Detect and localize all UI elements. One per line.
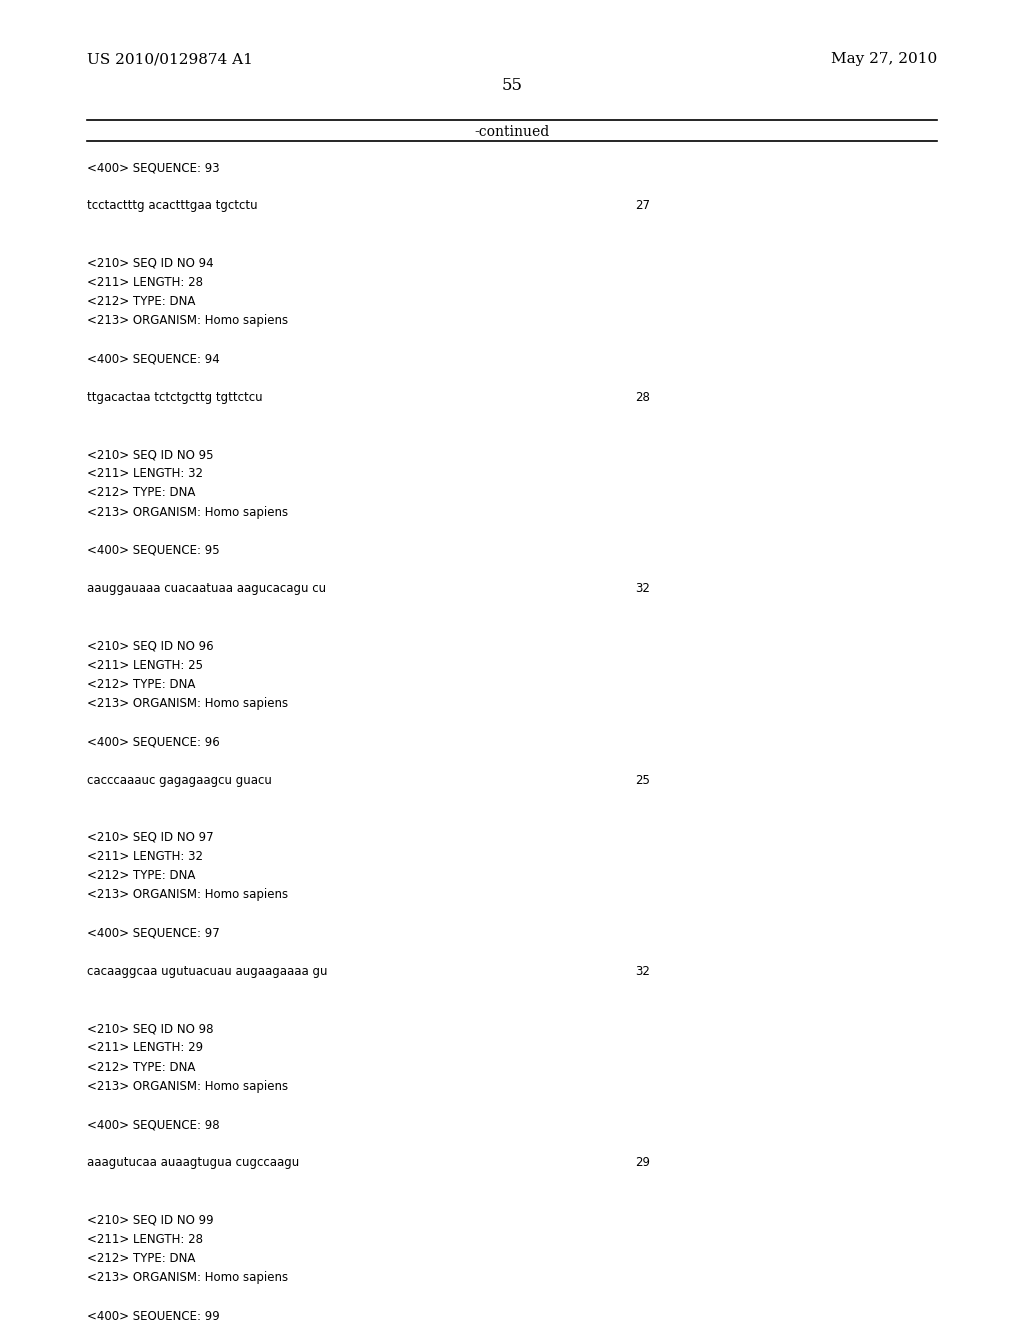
- Text: 27: 27: [635, 199, 650, 213]
- Text: aaagutucaa auaagtugua cugccaagu: aaagutucaa auaagtugua cugccaagu: [87, 1156, 299, 1170]
- Text: <212> TYPE: DNA: <212> TYPE: DNA: [87, 486, 196, 499]
- Text: <400> SEQUENCE: 94: <400> SEQUENCE: 94: [87, 352, 220, 366]
- Text: <210> SEQ ID NO 94: <210> SEQ ID NO 94: [87, 256, 214, 269]
- Text: <212> TYPE: DNA: <212> TYPE: DNA: [87, 869, 196, 882]
- Text: <212> TYPE: DNA: <212> TYPE: DNA: [87, 1060, 196, 1073]
- Text: <400> SEQUENCE: 99: <400> SEQUENCE: 99: [87, 1309, 220, 1320]
- Text: <213> ORGANISM: Homo sapiens: <213> ORGANISM: Homo sapiens: [87, 888, 288, 902]
- Text: cacaaggcaa ugutuacuau augaagaaaa gu: cacaaggcaa ugutuacuau augaagaaaa gu: [87, 965, 328, 978]
- Text: <213> ORGANISM: Homo sapiens: <213> ORGANISM: Homo sapiens: [87, 314, 288, 327]
- Text: <211> LENGTH: 32: <211> LENGTH: 32: [87, 467, 203, 480]
- Text: -continued: -continued: [474, 125, 550, 139]
- Text: 28: 28: [635, 391, 650, 404]
- Text: <210> SEQ ID NO 98: <210> SEQ ID NO 98: [87, 1022, 214, 1035]
- Text: <213> ORGANISM: Homo sapiens: <213> ORGANISM: Homo sapiens: [87, 506, 288, 519]
- Text: <212> TYPE: DNA: <212> TYPE: DNA: [87, 1251, 196, 1265]
- Text: <211> LENGTH: 29: <211> LENGTH: 29: [87, 1041, 203, 1055]
- Text: <212> TYPE: DNA: <212> TYPE: DNA: [87, 677, 196, 690]
- Text: <211> LENGTH: 28: <211> LENGTH: 28: [87, 1233, 203, 1246]
- Text: May 27, 2010: May 27, 2010: [830, 53, 937, 66]
- Text: aauggauaaa cuacaatuaa aagucacagu cu: aauggauaaa cuacaatuaa aagucacagu cu: [87, 582, 327, 595]
- Text: 32: 32: [635, 582, 650, 595]
- Text: 32: 32: [635, 965, 650, 978]
- Text: <400> SEQUENCE: 98: <400> SEQUENCE: 98: [87, 1118, 220, 1131]
- Text: <213> ORGANISM: Homo sapiens: <213> ORGANISM: Homo sapiens: [87, 1271, 288, 1284]
- Text: <400> SEQUENCE: 96: <400> SEQUENCE: 96: [87, 735, 220, 748]
- Text: 55: 55: [502, 78, 522, 94]
- Text: 25: 25: [635, 774, 650, 787]
- Text: <400> SEQUENCE: 95: <400> SEQUENCE: 95: [87, 544, 220, 557]
- Text: <211> LENGTH: 32: <211> LENGTH: 32: [87, 850, 203, 863]
- Text: <210> SEQ ID NO 96: <210> SEQ ID NO 96: [87, 639, 214, 652]
- Text: <213> ORGANISM: Homo sapiens: <213> ORGANISM: Homo sapiens: [87, 1080, 288, 1093]
- Text: <210> SEQ ID NO 95: <210> SEQ ID NO 95: [87, 447, 214, 461]
- Text: <400> SEQUENCE: 93: <400> SEQUENCE: 93: [87, 161, 220, 174]
- Text: <211> LENGTH: 28: <211> LENGTH: 28: [87, 276, 203, 289]
- Text: <212> TYPE: DNA: <212> TYPE: DNA: [87, 294, 196, 308]
- Text: <400> SEQUENCE: 97: <400> SEQUENCE: 97: [87, 927, 220, 940]
- Text: <211> LENGTH: 25: <211> LENGTH: 25: [87, 659, 203, 672]
- Text: tcctactttg acactttgaa tgctctu: tcctactttg acactttgaa tgctctu: [87, 199, 258, 213]
- Text: ttgacactaa tctctgcttg tgttctcu: ttgacactaa tctctgcttg tgttctcu: [87, 391, 263, 404]
- Text: US 2010/0129874 A1: US 2010/0129874 A1: [87, 53, 253, 66]
- Text: 29: 29: [635, 1156, 650, 1170]
- Text: <210> SEQ ID NO 97: <210> SEQ ID NO 97: [87, 830, 214, 843]
- Text: cacccaaauc gagagaagcu guacu: cacccaaauc gagagaagcu guacu: [87, 774, 272, 787]
- Text: <213> ORGANISM: Homo sapiens: <213> ORGANISM: Homo sapiens: [87, 697, 288, 710]
- Text: <210> SEQ ID NO 99: <210> SEQ ID NO 99: [87, 1213, 214, 1226]
